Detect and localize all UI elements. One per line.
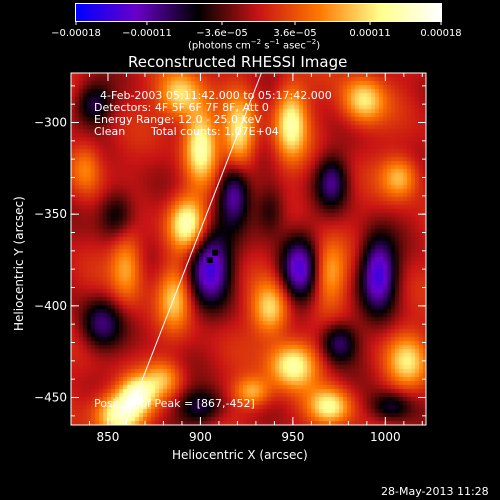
total-counts-label: Total counts: 1.07E+04: [151, 125, 279, 138]
x-tick-label: 850: [97, 430, 120, 444]
x-axis-label: Heliocentric X (arcsec): [172, 448, 308, 462]
peak-marker: [136, 398, 143, 405]
limb-line: [124, 72, 262, 426]
colorbar-tick-label: −0.00018: [51, 28, 101, 39]
detectors-label: Detectors: 4F 5F 6F 7F 8F, Att 0: [94, 101, 269, 114]
x-tick-label: 1000: [370, 430, 401, 444]
colorbar: [75, 3, 442, 22]
colorbar-tick-label: −0.00011: [122, 28, 172, 39]
colorbar-unit-label: (photons cm−2 s−1 asec−2): [188, 38, 321, 52]
clean-label: Clean: [94, 125, 126, 138]
colorbar-tick-label: −3.6e−05: [196, 28, 248, 39]
date-stamp: 28-May-2013 11:28: [381, 485, 489, 498]
y-tick-label: −300: [34, 116, 67, 130]
y-tick-label: −450: [34, 391, 67, 405]
chart-title: Reconstructed RHESSI Image: [128, 53, 348, 71]
y-tick-label: −400: [34, 299, 67, 313]
plot-frame: [70, 72, 427, 426]
peak-position-label: Position of Peak = [867,-452]: [94, 397, 255, 410]
colorbar-ticks: −0.00018 −0.00011 −3.6e−05 3.6e−05 0.00011 0.…: [51, 21, 462, 39]
colorbar-tick-label: 0.00018: [420, 28, 461, 39]
time-range-label: 4-Feb-2003 05:11:42.000 to 05:17:42.000: [100, 89, 332, 102]
colorbar-tick-label: 0.00011: [349, 28, 390, 39]
colorbar-tick-label: 3.6e−05: [273, 28, 316, 39]
energy-range-label: Energy Range: 12.0 - 25.0 keV: [94, 113, 262, 126]
y-axis-label: Heliocentric Y (arcsec): [12, 196, 26, 331]
x-tick-label: 900: [189, 430, 212, 444]
dark-pixel-marker: [206, 257, 213, 263]
heatmap-image: [71, 73, 426, 425]
dark-pixel-marker: [212, 249, 219, 256]
x-tick-label: 950: [281, 430, 304, 444]
y-tick-label: −350: [34, 207, 67, 221]
